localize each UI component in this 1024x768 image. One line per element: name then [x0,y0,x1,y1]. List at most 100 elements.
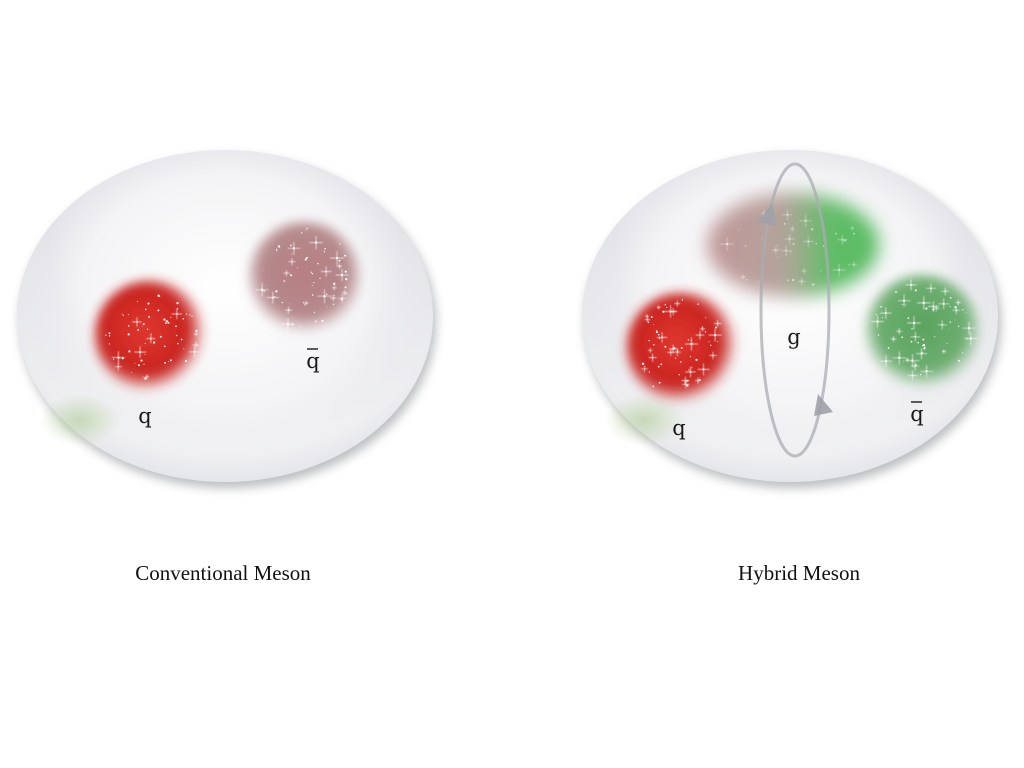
sparkle [341,290,348,296]
sparkle [128,350,131,353]
sparkle [684,382,686,384]
hybrid-meson-caption: Hybrid Meson [738,561,860,585]
sparkle [335,268,349,282]
sparkle [790,251,792,253]
sparkle [180,338,183,341]
sparkle [811,223,813,225]
sparkle [664,345,667,348]
sparkle [673,348,682,356]
sparkle [304,258,307,261]
sparkle [189,314,191,316]
sparkle [757,280,759,282]
sparkle [958,359,960,362]
sparkle [127,314,130,316]
sparkle [304,300,309,306]
sparkle [673,347,676,350]
sparkle [265,284,267,286]
sparkle [776,244,778,246]
sparkle [289,274,293,277]
sparkle [289,303,291,305]
sparkle [685,337,699,351]
sparkle [121,313,123,315]
sparkle [255,283,269,297]
sparkle [300,326,302,328]
sparkle [911,362,920,371]
sparkle [121,357,124,360]
bubble-tint [40,394,120,446]
sparkle [320,266,332,277]
sparkle [176,301,179,305]
sparkle [714,320,722,328]
sparkle [144,342,146,345]
sparkle [333,282,336,285]
sparkle [686,384,689,387]
sparkle [657,333,660,336]
sparkle [892,351,906,365]
sparkle [890,336,897,342]
sparkle [275,290,278,293]
sparkle [875,313,877,316]
sparkle [142,376,144,377]
gluon-particle [707,193,879,297]
sparkle [658,381,661,384]
sparkle [141,326,143,327]
sparkle [134,346,146,358]
sparkle [655,331,659,334]
sparkle [344,254,347,257]
sparkle [783,222,786,225]
sparkle [682,380,690,388]
sparkle [853,232,856,235]
gluon-label: g [787,325,800,349]
sparkle [660,363,663,366]
sparkle [157,309,160,312]
sparkle [678,374,680,376]
sparkle [789,226,795,232]
sparkle [144,374,150,380]
rotation-arrow-icon [814,394,833,416]
quark-label: q [672,416,685,440]
sparkle [916,348,927,359]
sparkle [685,366,696,378]
sparkle [905,357,910,362]
sparkle [954,319,956,321]
sparkle [907,317,910,319]
quark-sparkles [641,299,722,388]
sparkle [788,223,790,225]
sparkle [932,308,935,311]
sparkle [835,232,837,235]
sparkle [851,261,857,268]
sparkle [276,250,278,252]
sparkle [281,301,284,304]
sparkle [871,315,884,328]
bubble-tint [605,394,685,446]
sparkle [739,229,740,231]
sparkle [306,227,308,230]
sparkle [922,343,926,347]
antiquark-sparkles [871,279,978,381]
antiquark-label: q [306,348,320,373]
sparkle [697,303,699,305]
sparkle [922,344,924,347]
sparkle [917,296,931,310]
sparkle [184,359,188,363]
sparkle [941,287,950,296]
sparkle [289,244,292,247]
sparkle [896,328,903,335]
sparkle [648,339,650,342]
sparkle [287,242,301,255]
sparkle [345,277,348,281]
sparkle [850,226,855,231]
sparkle [169,359,172,362]
sparkle [798,277,806,286]
sparkle [832,263,846,277]
sparkle [330,294,337,302]
sparkle [108,343,110,345]
sparkle [319,277,321,279]
sparkle [142,377,144,379]
sparkle [879,355,893,368]
sparkle [648,353,657,362]
sparkle [680,347,683,349]
sparkle [946,342,948,344]
sparkle [338,294,347,303]
